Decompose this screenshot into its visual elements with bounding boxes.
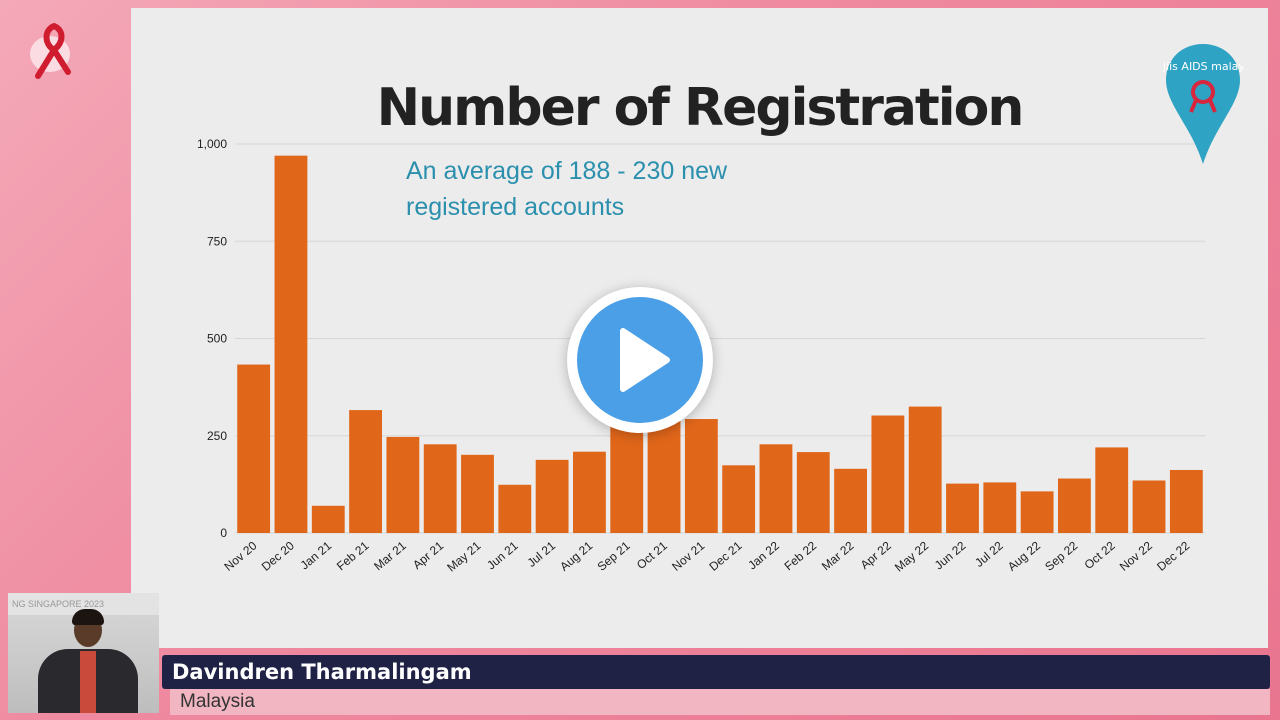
camera-banner: NG SINGAPORE 2023: [8, 593, 159, 615]
red-ribbon-icon: [30, 23, 71, 79]
bar-may-22: [908, 406, 942, 533]
bar-nov-22: [1132, 480, 1166, 533]
x-tick-label: Nov 20: [221, 538, 259, 573]
slide: 0 250 500 750 1,000 Nov 20 Dec 20 Jan 21 Feb 21 M…: [131, 8, 1268, 648]
bar-apr-21: [423, 444, 457, 533]
x-tick-label: Aug 22: [1005, 538, 1043, 573]
x-tick-label: Aug 21: [557, 538, 595, 573]
bar-jul-22: [983, 482, 1017, 533]
y-tick-label: 500: [207, 332, 227, 346]
bar-jan-21: [311, 505, 345, 533]
x-tick-label: Jan 21: [298, 538, 335, 572]
bar-jul-21: [535, 459, 569, 533]
y-tick-label: 0: [220, 526, 227, 540]
bar-may-21: [461, 454, 494, 533]
bar-jun-22: [946, 483, 979, 533]
bar-oct-22: [1095, 447, 1129, 533]
bar-feb-22: [796, 452, 830, 533]
average-note: An average of 188 - 230 new registered a…: [406, 153, 806, 225]
note-line-2: registered accounts: [406, 193, 625, 221]
bar-nov-20: [237, 364, 271, 533]
x-tick-label: Dec 22: [1154, 538, 1192, 573]
bar-oct-21: [647, 420, 681, 533]
x-tick-label: Feb 21: [334, 538, 372, 573]
play-button[interactable]: [567, 287, 713, 433]
y-tick-label: 1,000: [197, 137, 227, 151]
bar-aug-21: [573, 451, 606, 533]
speaker-shirt: [80, 651, 96, 713]
slide-title: Number of Registration: [376, 78, 1025, 138]
x-tick-label: May 22: [892, 538, 931, 574]
bar-mar-22: [834, 468, 867, 533]
x-tick-label: Jun 22: [932, 538, 969, 572]
bar-dec-20: [274, 155, 308, 534]
bar-sep-22: [1058, 478, 1091, 533]
x-tick-label: May 21: [444, 538, 483, 574]
x-tick-label: Sep 22: [1042, 538, 1080, 573]
speaker-camera-feed: NG SINGAPORE 2023: [8, 593, 159, 713]
y-tick-label: 250: [207, 429, 227, 443]
x-tick-label: Dec 20: [259, 538, 297, 573]
bar-jan-22: [759, 444, 793, 533]
bar-apr-22: [871, 415, 905, 533]
bar-nov-21: [684, 419, 718, 533]
x-tick-label: Nov 21: [669, 538, 707, 573]
majlis-aids-logo: majlis AIDS malaysia: [1163, 44, 1243, 164]
x-tick-label: Jul 21: [525, 538, 559, 570]
x-tick-label: Mar 21: [371, 538, 409, 573]
speaker-name: Davindren Tharmalingam: [172, 660, 472, 684]
x-tick-label: Oct 21: [634, 538, 670, 572]
x-tick-label: Apr 21: [410, 538, 446, 572]
speaker-country: Malaysia: [180, 691, 255, 712]
bar-mar-21: [386, 436, 420, 533]
bar-dec-22: [1169, 469, 1203, 533]
x-tick-label: Apr 22: [858, 538, 894, 572]
lower-third-name-bar: Davindren Tharmalingam: [162, 655, 1270, 689]
bar-aug-22: [1020, 491, 1054, 533]
logo-text: majlis AIDS malaysia: [1163, 60, 1243, 73]
note-line-1: An average of 188 - 230 new: [406, 157, 728, 185]
x-tick-label: Nov 22: [1117, 538, 1155, 573]
bar-feb-21: [349, 410, 382, 533]
x-tick-label: Jun 21: [484, 538, 521, 572]
x-tick-label: Jan 22: [745, 538, 782, 572]
x-tick-label: Mar 22: [819, 538, 857, 573]
lower-third-country-bar: Malaysia: [170, 689, 1270, 715]
x-tick-label: Sep 21: [595, 538, 633, 573]
play-icon[interactable]: [567, 287, 713, 433]
x-tick-label: Feb 22: [782, 538, 820, 573]
bar-dec-21: [722, 465, 756, 533]
y-tick-label: 750: [207, 234, 227, 248]
x-tick-label: Jul 22: [972, 538, 1006, 570]
bar-sep-21: [610, 424, 644, 533]
x-tick-label: Oct 22: [1082, 538, 1118, 572]
x-tick-label: Dec 21: [706, 538, 744, 573]
bar-jun-21: [498, 484, 532, 533]
speaker-hair: [72, 609, 104, 625]
